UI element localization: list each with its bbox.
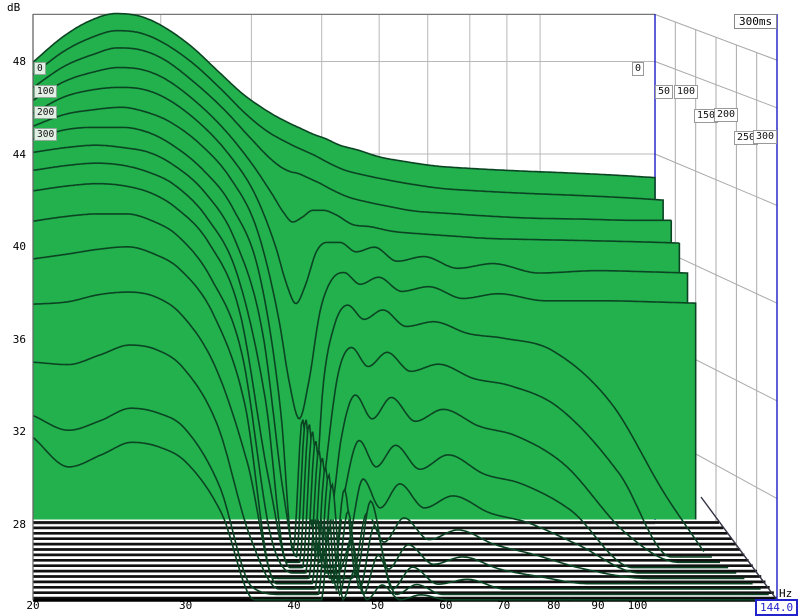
decay-slice-fill bbox=[33, 437, 777, 520]
x-tick-label: 40 bbox=[287, 599, 301, 612]
decay-slice-curve bbox=[32, 246, 745, 580]
x-tick-label: 100 bbox=[627, 599, 648, 612]
decay-slice-curve bbox=[32, 106, 697, 520]
decay-slice-curve bbox=[32, 291, 753, 585]
y-tick-label: 28 bbox=[12, 517, 26, 531]
decay-slice-curve bbox=[32, 144, 712, 561]
y-tick-label: 36 bbox=[12, 332, 26, 346]
x-tick-label: 90 bbox=[591, 599, 605, 612]
decay-slice-curve bbox=[32, 12, 656, 520]
decay-slice-curve bbox=[32, 126, 705, 555]
cursor-frequency-readout: 144.0 bbox=[755, 599, 799, 616]
decay-slice-curve bbox=[32, 436, 777, 602]
time-slice-label-right: 200 bbox=[714, 108, 739, 122]
time-slice-label-right: 50 bbox=[655, 85, 674, 99]
time-slice-label-right: 0 bbox=[632, 62, 645, 76]
x-tick-label: 70 bbox=[497, 599, 511, 612]
x-tick-label: 60 bbox=[439, 599, 453, 612]
decay-slice-curve bbox=[32, 182, 729, 569]
y-tick-label: 40 bbox=[12, 240, 26, 253]
time-slice-label-left: 0 bbox=[34, 62, 46, 75]
decay-slice-curve bbox=[32, 344, 761, 592]
floor-right-edge-diagonal bbox=[700, 496, 778, 601]
x-tick-label: 50 bbox=[370, 599, 385, 612]
time-slice-label-right: 300 bbox=[753, 130, 778, 144]
x-axis-unit-label: Hz bbox=[779, 587, 793, 600]
decay-slice-curve bbox=[32, 66, 681, 520]
y-tick-label: 48 bbox=[12, 55, 26, 68]
decay-slice-curve bbox=[32, 47, 673, 520]
x-tick-label: 20 bbox=[26, 599, 40, 612]
decay-slice-curve bbox=[32, 162, 720, 564]
time-window-badge: 300ms bbox=[734, 14, 778, 29]
decay-slice-curve bbox=[32, 86, 689, 520]
y-tick-label: 32 bbox=[12, 425, 26, 438]
time-slice-label-right: 100 bbox=[674, 85, 699, 99]
decay-slice-curve bbox=[32, 29, 664, 520]
decay-slice-fill bbox=[33, 408, 769, 520]
x-tick-label: 80 bbox=[547, 599, 561, 612]
decay-slice-curve bbox=[32, 213, 737, 574]
decay-slice-curve bbox=[32, 407, 769, 597]
y-tick-label: 44 bbox=[12, 147, 26, 161]
y-axis-unit-label: dB bbox=[7, 1, 21, 14]
time-slice-label-left: 300 bbox=[34, 128, 58, 141]
time-slice-label-left: 100 bbox=[34, 85, 58, 98]
x-tick-label: 30 bbox=[178, 599, 193, 612]
time-slice-label-left: 200 bbox=[34, 106, 58, 119]
